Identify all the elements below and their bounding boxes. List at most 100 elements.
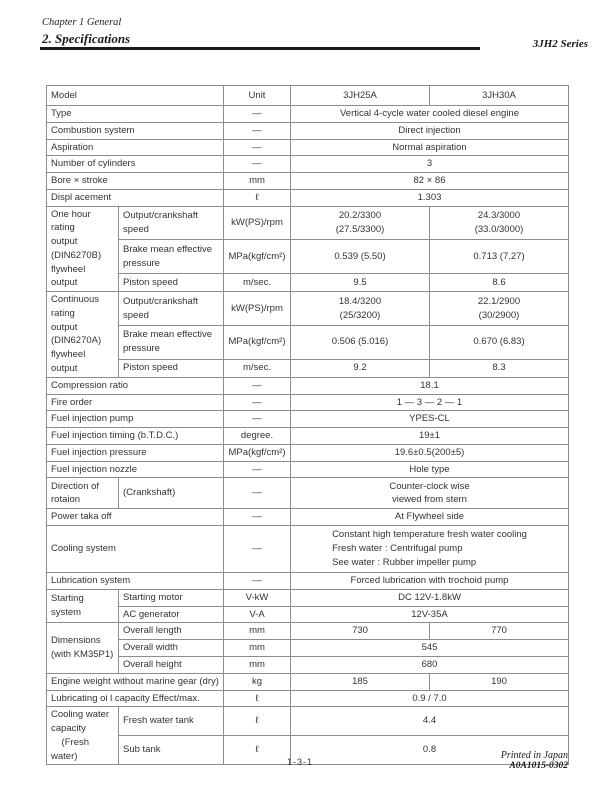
row-fire-order: Fire order — 1 — 3 — 2 — 1: [46, 393, 569, 412]
printed-in-japan: Printed in Japan: [500, 750, 568, 761]
section-title: 2. Specifications: [42, 31, 131, 46]
lubrication-value: Forced lubrication with trochoid pump: [290, 572, 569, 590]
one-hour-piston-speed-label: Piston speed: [118, 272, 224, 293]
cylinders-value: 3: [290, 155, 569, 174]
displacement-label: Displ acement: [46, 188, 224, 207]
fi-timing-value: 19±1: [290, 427, 569, 445]
continuous-bmep-b: 0.670 (6.83): [429, 324, 569, 360]
row-sub-tank: Sub tank ℓ 0.8: [47, 735, 569, 766]
cooling-label: Cooling system: [46, 525, 224, 574]
starting-motor-unit: V-kW: [223, 588, 291, 607]
unit-header: Unit: [223, 85, 291, 106]
row-one-hour-piston-speed: Piston speed m/sec. 9.5 8.6: [47, 272, 569, 293]
one-hour-piston-speed-unit: m/sec.: [223, 272, 291, 293]
row-overall-width: Overall width mm 545: [47, 639, 569, 657]
fi-pressure-value: 19.6±0.5(200±5): [290, 443, 569, 462]
one-hour-bmep-b: 0.713 (7.27): [429, 239, 569, 274]
series-label: 3JH2 Series: [532, 38, 588, 50]
type-value: Vertical 4-cycle water cooled diesel eng…: [290, 105, 569, 123]
one-hour-output-speed-unit: kW(PS)/rpm: [223, 205, 291, 241]
pto-label: Power taka off: [46, 508, 224, 527]
fresh-water-tank-label: Fresh water tank: [118, 706, 224, 737]
cooling-water-group-label: Cooling water capacity (Fresh water): [46, 706, 119, 766]
row-model: Model Unit 3JH25A 3JH30A: [46, 85, 569, 106]
one-hour-bmep-unit: MPa(kgf/cm²): [223, 239, 291, 274]
type-label: Type: [46, 105, 224, 123]
engine-weight-unit: kg: [223, 672, 291, 691]
continuous-bmep-unit: MPa(kgf/cm²): [223, 324, 291, 360]
fi-timing-label: Fuel injection timing (b.T.D.C.): [46, 427, 224, 445]
starting-group-label: Starting system: [46, 588, 119, 624]
fi-nozzle-unit: —: [223, 460, 291, 479]
row-starting-motor: Starting system Starting motor V-kW DC 1…: [46, 588, 569, 624]
sub-tank-value: 0.8: [290, 735, 569, 766]
overall-width-unit: mm: [223, 639, 291, 657]
model-label: Model: [46, 85, 224, 106]
overall-length-unit: mm: [223, 622, 291, 641]
row-pto: Power taka off — At Flywheel side: [46, 508, 569, 527]
model-b-header: 3JH30A: [429, 85, 569, 106]
cooling-unit: —: [223, 525, 291, 574]
overall-height-unit: mm: [223, 655, 291, 674]
overall-height-label: Overall height: [118, 655, 224, 674]
engine-weight-label: Engine weight without marine gear (dry): [46, 672, 224, 691]
pto-unit: —: [223, 508, 291, 527]
row-fi-pressure: Fuel injection pressure MPa(kgf/cm²) 19.…: [46, 443, 569, 462]
row-aspiration: Aspiration — Normal aspiration: [46, 138, 569, 157]
ac-generator-label: AC generator: [118, 605, 224, 624]
aspiration-unit: —: [223, 138, 291, 157]
bore-stroke-unit: mm: [223, 172, 291, 190]
overall-width-value: 545: [290, 639, 569, 657]
row-one-hour-bmep: Brake mean effective pressure MPa(kgf/cm…: [47, 239, 569, 274]
row-displacement: Displ acement ℓ 1.303: [46, 188, 569, 207]
row-overall-height: Overall height mm 680: [47, 655, 569, 674]
starting-motor-value: DC 12V-1.8kW: [290, 588, 569, 607]
row-one-hour-output-speed: One hour rating output (DIN6270B) flywhe…: [46, 205, 569, 293]
ac-generator-unit: V-A: [223, 605, 291, 624]
one-hour-output-speed-label: Output/crankshaft speed: [118, 205, 224, 241]
cooling-value: Constant high temperature fresh water co…: [332, 529, 527, 569]
one-hour-piston-speed-b: 8.6: [429, 272, 569, 293]
combustion-unit: —: [223, 121, 291, 140]
displacement-value: 1.303: [290, 188, 569, 207]
fi-pump-unit: —: [223, 410, 291, 429]
direction-sub-label: (Crankshaft): [118, 477, 224, 510]
one-hour-output-speed-a: 20.2/3300 (27.5/3300): [290, 205, 430, 241]
continuous-output-speed-unit: kW(PS)/rpm: [223, 291, 291, 326]
row-lubrication: Lubrication system — Forced lubrication …: [46, 572, 569, 590]
fi-pump-label: Fuel injection pump: [46, 410, 224, 429]
row-cooling: Cooling system — Constant high temperatu…: [46, 525, 569, 574]
starting-motor-label: Starting motor: [118, 588, 224, 607]
fresh-water-tank-value: 4.4: [290, 706, 569, 737]
direction-unit: —: [223, 477, 291, 510]
type-unit: —: [223, 105, 291, 123]
continuous-bmep-a: 0.506 (5.016): [290, 324, 430, 360]
lubrication-unit: —: [223, 572, 291, 590]
continuous-output-speed-label: Output/crankshaft speed: [118, 291, 224, 326]
row-cylinders: Number of cylinders — 3: [46, 155, 569, 174]
document-code: A0A1015-0302: [509, 761, 568, 771]
continuous-piston-speed-label: Piston speed: [118, 358, 224, 378]
one-hour-bmep-a: 0.539 (5.50): [290, 239, 430, 274]
overall-width-label: Overall width: [118, 639, 224, 657]
row-continuous-output-speed: Continuous rating output (DIN6270A) flyw…: [46, 291, 569, 378]
sub-tank-label: Sub tank: [118, 735, 224, 766]
row-combustion: Combustion system — Direct injection: [46, 121, 569, 140]
row-ac-generator: AC generator V-A 12V-35A: [47, 605, 569, 624]
continuous-group-label: Continuous rating output (DIN6270A) flyw…: [46, 291, 119, 378]
continuous-output-speed-b: 22.1/2900 (30/2900): [429, 291, 569, 326]
continuous-output-speed-a: 18.4/3200 (25/3200): [290, 291, 430, 326]
overall-length-b: 770: [429, 622, 569, 641]
fire-order-label: Fire order: [46, 393, 224, 412]
row-fi-timing: Fuel injection timing (b.T.D.C.) degree.…: [46, 427, 569, 445]
page-number: 1-3-1: [286, 757, 313, 767]
row-continuous-piston-speed: Piston speed m/sec. 9.2 8.3: [47, 358, 569, 378]
compression-label: Compression ratio: [46, 376, 224, 395]
overall-length-a: 730: [290, 622, 430, 641]
ac-generator-value: 12V-35A: [290, 605, 569, 624]
cylinders-label: Number of cylinders: [46, 155, 224, 174]
sub-tank-unit: ℓ: [223, 735, 291, 766]
bore-stroke-label: Bore × stroke: [46, 172, 224, 190]
one-hour-bmep-label: Brake mean effective pressure: [118, 239, 224, 274]
